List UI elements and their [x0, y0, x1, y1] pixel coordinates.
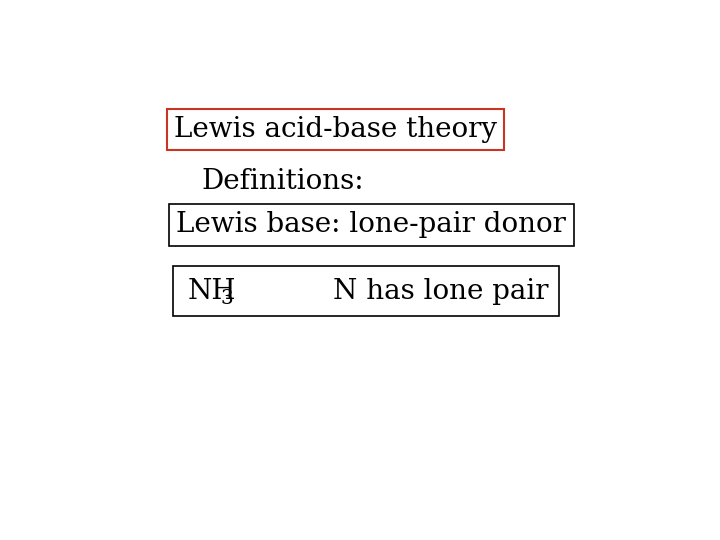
Text: Lewis acid-base theory: Lewis acid-base theory [174, 116, 497, 143]
FancyBboxPatch shape [173, 266, 559, 316]
Text: Lewis base: lone-pair donor: Lewis base: lone-pair donor [176, 211, 567, 238]
Text: 3: 3 [220, 289, 233, 308]
Text: NH: NH [188, 278, 236, 305]
Text: Definitions:: Definitions: [201, 168, 364, 195]
Text: N has lone pair: N has lone pair [333, 278, 548, 305]
